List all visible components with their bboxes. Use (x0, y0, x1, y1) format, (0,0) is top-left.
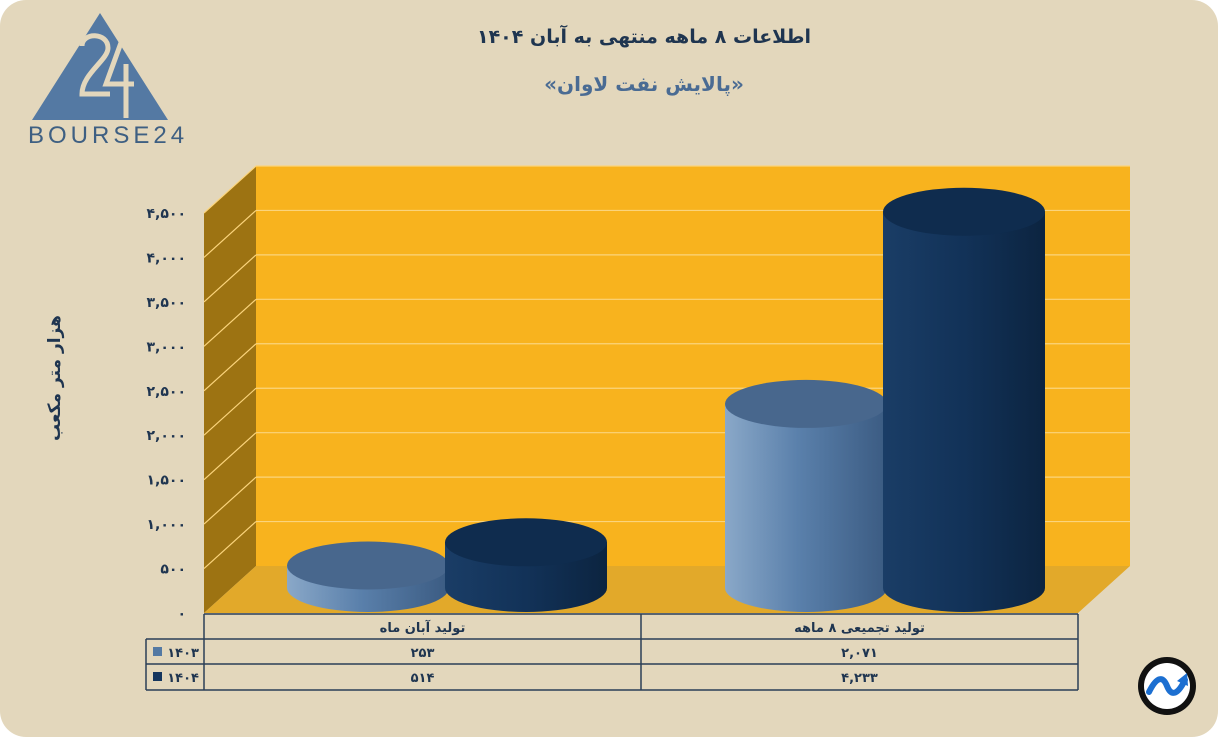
legend-swatch (153, 647, 162, 656)
y-tick-label: ۳,۵۰۰ (147, 295, 187, 311)
bourse24-logo (20, 10, 180, 150)
gridline (203, 432, 257, 481)
gridline (203, 343, 257, 392)
chart-side-wall (204, 166, 256, 613)
logo-text: BOURSE24 (28, 122, 189, 149)
data-label: ۲,۰۷۱ (841, 646, 878, 661)
legend-label: ۱۴۰۳ (167, 646, 199, 661)
x-category-label: تولید آبان ماه (380, 619, 466, 636)
bar-top (287, 541, 449, 590)
y-tick-label: ۴,۵۰۰ (147, 206, 187, 222)
gridline (203, 521, 257, 570)
y-tick-label: ۳,۰۰۰ (147, 339, 187, 355)
y-tick-label: ۴,۰۰۰ (147, 250, 187, 266)
y-tick-label: ۱,۵۰۰ (147, 473, 187, 489)
y-tick-label: ۲,۰۰۰ (147, 428, 187, 444)
bar (883, 187, 1045, 612)
chart-trend-icon[interactable] (1137, 656, 1197, 716)
y-tick-label: ۵۰۰ (160, 562, 186, 578)
chart-subtitle: «پالایش نفت لاوان» (544, 72, 744, 96)
y-tick-label: ۲,۵۰۰ (147, 384, 187, 400)
data-label: ۵۱۴ (411, 671, 435, 686)
gridline (203, 209, 257, 258)
gridline (203, 476, 257, 525)
y-tick-label: ۱,۰۰۰ (147, 517, 187, 533)
bar (445, 518, 607, 612)
legend-label: ۱۴۰۴ (167, 671, 199, 686)
y-tick-label: ۰ (177, 606, 186, 622)
chart-title: اطلاعات ۸ ماهه منتهی به آبان ۱۴۰۴ (476, 26, 812, 48)
logo-triangle-icon (32, 13, 168, 120)
data-label: ۴,۲۳۳ (841, 671, 878, 686)
bar-top (445, 518, 607, 567)
bar (287, 541, 449, 612)
bar-top (883, 187, 1045, 236)
gridline (203, 165, 257, 214)
bar-body (725, 403, 887, 612)
bar (725, 379, 887, 612)
gridline (203, 387, 257, 436)
x-category-label: تولید تجمیعی ۸ ماهه (794, 621, 925, 636)
gridline (203, 298, 257, 347)
legend-swatch (153, 672, 162, 681)
bar-body (883, 211, 1045, 612)
data-label: ۲۵۳ (411, 646, 435, 661)
gridline (203, 254, 257, 303)
bar-top (725, 379, 887, 428)
